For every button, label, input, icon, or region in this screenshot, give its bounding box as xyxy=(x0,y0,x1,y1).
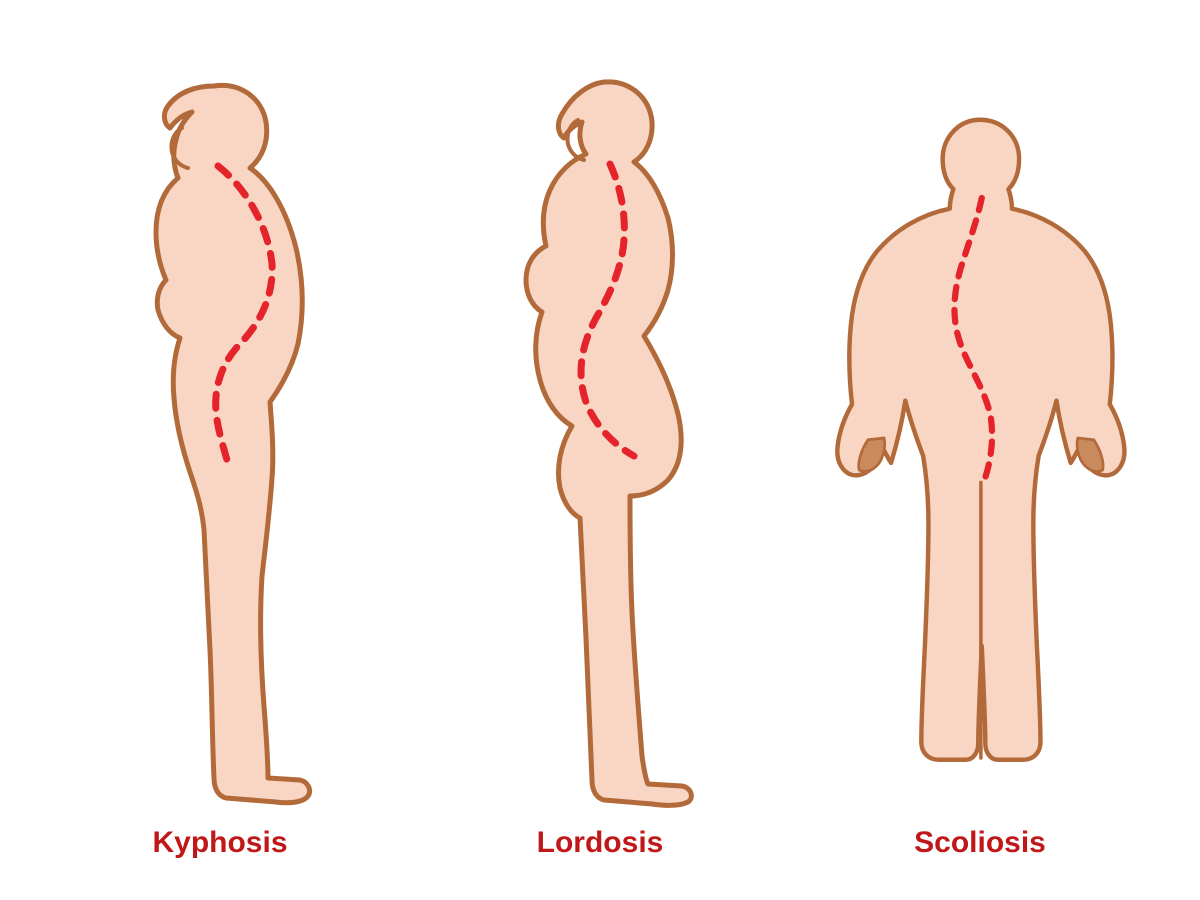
label-kyphosis: Kyphosis xyxy=(152,826,287,860)
label-scoliosis: Scoliosis xyxy=(914,826,1046,860)
figure-kyphosis xyxy=(60,48,380,808)
kyphosis-silhouette xyxy=(156,85,310,802)
figure-lordosis xyxy=(440,48,760,808)
diagram-container: Kyphosis Lordosis xyxy=(0,0,1200,900)
label-lordosis: Lordosis xyxy=(537,826,664,860)
lordosis-silhouette xyxy=(526,82,691,805)
panel-scoliosis: Scoliosis xyxy=(790,48,1170,860)
panel-kyphosis: Kyphosis xyxy=(30,48,410,860)
scoliosis-body-svg xyxy=(820,68,1140,808)
panel-lordosis: Lordosis xyxy=(410,48,790,860)
lordosis-body-svg xyxy=(470,68,730,808)
figure-scoliosis xyxy=(820,48,1140,808)
kyphosis-body-svg xyxy=(90,68,350,808)
